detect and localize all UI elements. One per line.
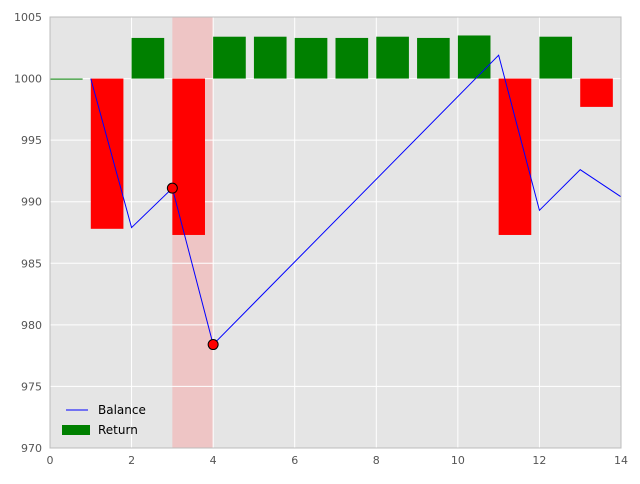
x-tick-label: 4	[210, 454, 217, 467]
return-bar	[253, 36, 287, 79]
balance-line	[90, 54, 622, 346]
y-tick-label: 975	[21, 380, 42, 393]
balance-marker	[207, 339, 219, 351]
y-tick-label: 1000	[14, 73, 42, 86]
x-tick-label: 10	[451, 454, 465, 467]
y-tick-label: 995	[21, 134, 42, 147]
x-tick-label: 2	[128, 454, 135, 467]
x-tick-label: 12	[532, 454, 546, 467]
y-tick-label: 1005	[14, 11, 42, 24]
return-bar	[417, 37, 450, 79]
x-tick-label: 0	[47, 454, 54, 467]
return-bar	[498, 78, 532, 235]
plot-background	[50, 17, 621, 448]
x-tick-label: 8	[373, 454, 380, 467]
balance-marker	[166, 182, 178, 194]
x-tick-label: 6	[291, 454, 298, 467]
return-bar	[50, 78, 83, 80]
return-bar	[294, 37, 328, 79]
plot-frame	[49, 16, 622, 449]
return-bar	[335, 37, 369, 79]
return-bar	[213, 36, 246, 79]
legend-label: Balance	[98, 403, 146, 417]
return-bar	[172, 78, 205, 235]
x-tick-label: 14	[614, 454, 628, 467]
y-tick-label: 990	[21, 196, 42, 209]
return-bar	[580, 78, 613, 107]
return-bar	[376, 36, 409, 79]
return-bar	[539, 36, 573, 79]
y-tick-label: 985	[21, 257, 42, 270]
y-tick-label: 980	[21, 319, 42, 332]
y-tick-label: 970	[21, 442, 42, 455]
legend-patch-swatch	[62, 425, 90, 435]
return-bar	[90, 78, 124, 229]
return-bar	[457, 35, 491, 79]
legend-label: Return	[98, 423, 138, 437]
return-bar	[131, 37, 165, 79]
